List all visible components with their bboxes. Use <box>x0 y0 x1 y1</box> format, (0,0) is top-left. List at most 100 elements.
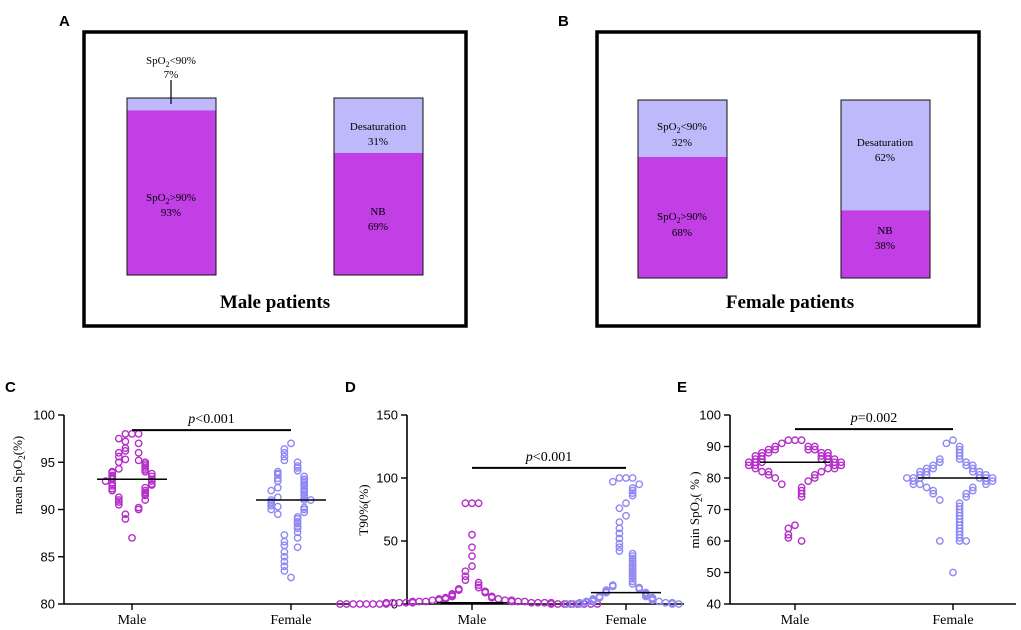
point-female-26 <box>628 567 637 576</box>
point-female-20 <box>628 552 637 561</box>
y-tick-label: 85 <box>41 549 55 564</box>
point-male-10 <box>764 445 773 454</box>
point-male-29 <box>837 458 846 467</box>
point-male-49 <box>134 505 143 514</box>
point-female-8 <box>628 491 637 500</box>
point-male-48 <box>375 600 384 608</box>
point-female-28 <box>988 474 997 482</box>
point-female-42 <box>962 492 971 501</box>
point-female-10 <box>615 504 624 513</box>
panel-b-bar2-bottom-segment <box>841 210 930 278</box>
point-female-1 <box>280 445 289 453</box>
point-female-40 <box>962 489 971 498</box>
panel-c-ylabel: mean SpO2(%) <box>10 436 27 515</box>
point-male-43 <box>114 493 123 502</box>
panel-b: B SpO2<90% 32% SpO2>90% 68% Desaturation… <box>558 13 981 328</box>
panel-a-bar2-outline <box>333 97 424 276</box>
point-male-52 <box>128 533 136 542</box>
point-male-52 <box>362 600 371 608</box>
point-male-40 <box>810 470 819 479</box>
point-female-42 <box>293 515 302 523</box>
y-tick-label: 90 <box>41 502 55 517</box>
panel-a-bar1-top-pct: 7% <box>164 69 179 81</box>
point-male-38 <box>817 467 826 476</box>
point-female-7 <box>935 455 944 463</box>
point-female-52 <box>293 543 302 552</box>
point-male-0 <box>128 429 136 438</box>
point-male-39 <box>758 467 766 476</box>
panel-e-points <box>744 436 997 577</box>
point-male-37 <box>527 598 536 607</box>
point-male-47 <box>114 500 123 509</box>
panel-d-points <box>336 474 683 608</box>
point-female-12 <box>615 518 624 526</box>
panel-e-letter: E <box>677 379 687 396</box>
panel-b-bar1-top-pct: 32% <box>672 137 692 149</box>
point-male-45 <box>141 496 150 504</box>
point-female-53 <box>280 548 289 556</box>
point-female-37 <box>300 505 309 514</box>
point-male-5 <box>468 552 476 561</box>
point-male-28 <box>744 458 753 467</box>
panel-a-bar1-bottom-pct: 93% <box>161 207 181 219</box>
point-female-41 <box>929 489 938 498</box>
panel-a-bar1-top-label: SpO2<90% <box>146 55 196 69</box>
point-female-8 <box>935 458 944 467</box>
point-male-39 <box>108 486 117 495</box>
panel-b-bar2-bottom-label: NB <box>877 225 892 237</box>
point-female-33 <box>608 582 617 591</box>
point-male-7 <box>461 567 470 576</box>
point-male-35 <box>751 464 760 473</box>
point-female-14 <box>615 529 624 538</box>
point-male-50 <box>121 510 130 519</box>
point-female-0 <box>287 439 295 448</box>
panel-e-axes: 40 50 60 70 80 90 100 <box>699 408 1016 612</box>
point-female-9 <box>622 499 630 508</box>
panel-c-pvalue: p<0.001 <box>187 412 234 427</box>
point-male-12 <box>474 583 483 592</box>
panel-a-frame <box>82 30 468 328</box>
point-male-10 <box>474 578 483 587</box>
panel-d-medians <box>437 591 661 604</box>
y-tick-label: 0 <box>391 597 398 612</box>
y-tick-label: 50 <box>707 565 721 580</box>
panel-a-title: Male patients <box>220 292 330 313</box>
point-female-5 <box>628 484 637 492</box>
point-female-1 <box>615 474 624 482</box>
point-female-39 <box>300 508 309 517</box>
y-tick-label: 50 <box>384 534 398 549</box>
point-male-6 <box>468 562 476 571</box>
point-female-8 <box>293 466 302 475</box>
point-female-31 <box>909 477 918 486</box>
point-male-0 <box>791 436 799 445</box>
point-female-20 <box>273 483 282 492</box>
point-male-50 <box>791 521 799 530</box>
point-male-5 <box>771 442 780 451</box>
y-tick-label: 90 <box>707 439 721 454</box>
panel-b-bar1-bottom-pct: 68% <box>672 227 692 239</box>
point-male-42 <box>141 491 150 500</box>
point-male-23 <box>147 469 156 478</box>
panel-c-letter: C <box>5 379 16 396</box>
point-male-50 <box>369 600 377 608</box>
point-male-28 <box>428 596 437 605</box>
point-female-46 <box>293 524 302 533</box>
point-male-4 <box>121 437 130 446</box>
point-female-38 <box>267 505 276 514</box>
point-male-52 <box>784 530 793 539</box>
point-male-16 <box>481 588 490 597</box>
point-female-34 <box>982 480 990 489</box>
point-female-37 <box>922 483 931 492</box>
point-female-24 <box>628 562 637 571</box>
point-female-2 <box>628 474 637 482</box>
point-male-11 <box>474 581 483 589</box>
point-female-49 <box>293 533 302 542</box>
panel-b-bar2-outline <box>840 99 931 279</box>
y-tick-label: 100 <box>376 471 398 486</box>
panel-d-pvalue: p<0.001 <box>525 450 572 465</box>
panel-d-ylabel: T90%(%) <box>356 484 371 535</box>
point-male-2 <box>134 429 143 438</box>
point-male-60 <box>336 600 344 608</box>
point-female-14 <box>968 464 977 473</box>
panel-b-frame <box>595 30 981 328</box>
